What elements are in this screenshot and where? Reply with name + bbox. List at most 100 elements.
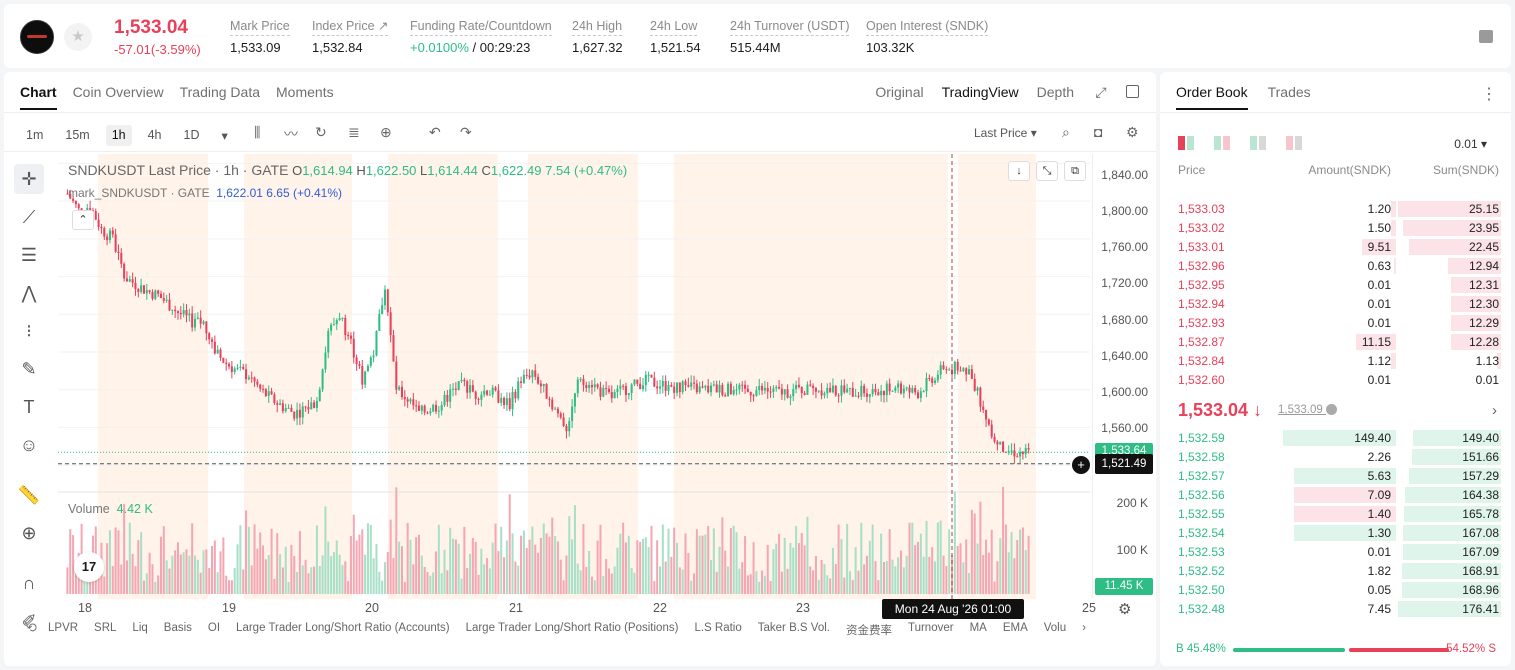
ask-row[interactable]: 1,532.87 11.15 12.28 [1160, 333, 1511, 352]
chevron-right-icon[interactable]: › [1492, 402, 1497, 419]
ask-row[interactable]: 1,533.03 1.20 25.15 [1160, 200, 1511, 219]
ask-row[interactable]: 1,532.84 1.12 1.13 [1160, 352, 1511, 371]
crosshair-tool-icon[interactable]: ✛ [14, 164, 44, 194]
ask-row[interactable]: 1,532.95 0.01 12.31 [1160, 276, 1511, 295]
download-icon[interactable]: ↓ [1008, 161, 1030, 181]
text-tool-icon[interactable]: T [23, 397, 35, 417]
chevron-right-icon[interactable]: › [1082, 622, 1086, 634]
scroll-left-icon[interactable]: ⟲ [26, 620, 37, 635]
ruler-icon[interactable]: 📏 [17, 485, 41, 505]
ask-row[interactable]: 1,532.94 0.01 12.30 [1160, 295, 1511, 314]
interval-1m[interactable]: 1m [26, 128, 44, 142]
stat-label[interactable]: Open Interest (SNDK) [866, 19, 989, 36]
view-original[interactable]: Original [875, 84, 924, 100]
bid-row[interactable]: 1,532.50 0.05 168.96 [1160, 581, 1511, 600]
more-menu-icon[interactable]: ⋮ [1481, 86, 1497, 103]
indicator-item[interactable]: Large Trader Long/Short Ratio (Accounts) [236, 622, 450, 634]
fib-icon[interactable]: ⁝ [26, 321, 32, 341]
stat-label[interactable]: Funding Rate/Countdown [410, 19, 552, 36]
add-alert-icon[interactable]: + [1072, 456, 1090, 474]
stat-label[interactable]: Mark Price [230, 19, 290, 36]
collapse-legend-icon[interactable]: ⌃ [72, 210, 94, 230]
lock-icon[interactable]: ✐ [21, 611, 37, 631]
ask-row[interactable]: 1,533.01 9.51 22.45 [1160, 238, 1511, 257]
indicator-item[interactable]: MA [969, 622, 987, 634]
expand-icon[interactable]: ⤢ [1095, 84, 1107, 100]
interval-4h[interactable]: 4h [147, 128, 162, 142]
interval-1h[interactable]: 1h [105, 125, 132, 146]
tab-trading-data[interactable]: Trading Data [179, 84, 261, 100]
mode-asks-icon[interactable] [1286, 136, 1302, 150]
candle-body [406, 399, 409, 402]
indicators-icon[interactable]: 〰 [284, 126, 298, 142]
magnet-icon[interactable]: ∩ [22, 573, 36, 593]
trend-line-icon[interactable]: ⟋ [22, 207, 36, 227]
view-tradingview[interactable]: TradingView [941, 84, 1019, 100]
mode-bids-icon[interactable] [1250, 136, 1266, 150]
add-indicator-icon[interactable]: ⊕ [380, 124, 392, 140]
interval-1d[interactable]: 1D [183, 128, 200, 142]
mode-both-icon[interactable] [1178, 136, 1194, 150]
maximize-icon[interactable]: ⧉ [1064, 161, 1086, 181]
price-type-select[interactable]: Last Price ▾ [974, 126, 1037, 140]
bid-row[interactable]: 1,532.59 149.40 149.40 [1160, 429, 1511, 448]
ask-row[interactable]: 1,532.60 0.01 0.01 [1160, 371, 1511, 390]
bid-row[interactable]: 1,532.58 2.26 151.66 [1160, 448, 1511, 467]
camera-icon[interactable]: ◘ [1094, 124, 1103, 140]
indicator-item[interactable]: L.S Ratio [694, 622, 742, 634]
tab-order-book[interactable]: Order Book [1176, 84, 1248, 110]
bid-row[interactable]: 1,532.53 0.01 167.09 [1160, 543, 1511, 562]
bid-row[interactable]: 1,532.54 1.30 167.08 [1160, 524, 1511, 543]
indicator-item[interactable]: Volu [1043, 622, 1067, 634]
undo-icon[interactable]: ↶ [429, 124, 441, 140]
window-icon[interactable] [1126, 85, 1139, 98]
time-axis[interactable]: 18 19 20 21 22 23 25 [58, 598, 1156, 618]
notebook-icon[interactable] [1479, 30, 1493, 43]
chart-settings-icon[interactable]: ⚙ [1118, 601, 1132, 618]
indicator-item[interactable]: LPVR [48, 622, 79, 634]
stat-label[interactable]: Index Price ↗ [312, 18, 389, 36]
bid-row[interactable]: 1,532.55 1.40 165.78 [1160, 505, 1511, 524]
search-icon[interactable]: ⌕ [1062, 124, 1070, 140]
candlestick-chart[interactable] [58, 154, 1090, 599]
settings-list-icon[interactable]: ≣ [348, 124, 360, 140]
indicator-item[interactable]: 资金费率 [845, 625, 892, 637]
favorite-star-icon[interactable]: ★ [64, 23, 92, 51]
precision-select[interactable]: 0.01 ▾ [1454, 137, 1487, 151]
ask-row[interactable]: 1,532.96 0.63 12.94 [1160, 257, 1511, 276]
interval-15m[interactable]: 15m [65, 128, 90, 142]
pattern-icon[interactable]: ⋀ [21, 283, 37, 303]
candle-type-icon[interactable]: ⫼ [254, 124, 261, 140]
indicator-item[interactable]: Large Trader Long/Short Ratio (Positions… [465, 622, 679, 634]
refresh-icon[interactable]: ↻ [315, 124, 327, 140]
ask-row[interactable]: 1,532.93 0.01 12.29 [1160, 314, 1511, 333]
redo-icon[interactable]: ↷ [460, 124, 472, 140]
brush-icon[interactable]: ✎ [21, 359, 37, 379]
horizontal-lines-icon[interactable]: ☰ [20, 245, 38, 265]
gear-icon[interactable]: ⚙ [1126, 124, 1139, 140]
indicator-item[interactable]: Taker B.S Vol. [757, 622, 830, 634]
indicator-item[interactable]: Liq [132, 622, 148, 634]
tab-moments[interactable]: Moments [276, 84, 334, 100]
zoom-in-icon[interactable]: ⊕ [21, 523, 37, 543]
indicator-item[interactable]: Basis [163, 622, 192, 634]
bid-row[interactable]: 1,532.48 7.45 176.41 [1160, 600, 1511, 619]
bid-row[interactable]: 1,532.56 7.09 164.38 [1160, 486, 1511, 505]
price-axis[interactable]: 1,840.00 1,800.00 1,760.00 1,720.00 1,68… [1092, 154, 1156, 599]
indicator-item[interactable]: SRL [94, 622, 117, 634]
tab-chart[interactable]: Chart [20, 84, 57, 110]
chevron-down-icon[interactable]: ▾ [221, 129, 228, 143]
candle-body [823, 393, 826, 396]
indicator-item[interactable]: EMA [1002, 622, 1028, 634]
tab-coin-overview[interactable]: Coin Overview [72, 84, 164, 100]
bid-row[interactable]: 1,532.57 5.63 157.29 [1160, 467, 1511, 486]
indicator-item[interactable]: OI [207, 622, 221, 634]
view-depth[interactable]: Depth [1036, 84, 1074, 100]
ask-row[interactable]: 1,533.02 1.50 23.95 [1160, 219, 1511, 238]
bid-row[interactable]: 1,532.52 1.82 168.91 [1160, 562, 1511, 581]
indicator-item[interactable]: Turnover [907, 622, 954, 634]
tab-trades[interactable]: Trades [1267, 84, 1311, 100]
emoji-icon[interactable]: ☺ [19, 435, 39, 455]
collapse-icon[interactable]: ⤡ [1036, 161, 1058, 181]
mode-split-icon[interactable] [1214, 136, 1230, 150]
